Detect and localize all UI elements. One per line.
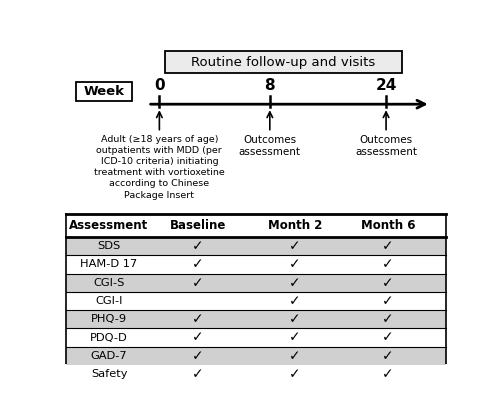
Text: 0: 0 — [154, 78, 164, 92]
Text: ✓: ✓ — [382, 349, 394, 363]
Text: ✓: ✓ — [382, 330, 394, 344]
Text: ✓: ✓ — [192, 367, 204, 381]
Bar — [66, 237, 446, 255]
Text: Month 2: Month 2 — [268, 219, 322, 232]
Text: HAM-D 17: HAM-D 17 — [80, 259, 138, 270]
Text: ✓: ✓ — [289, 276, 301, 290]
Text: ✓: ✓ — [382, 276, 394, 290]
Text: ✓: ✓ — [192, 258, 204, 272]
Text: ✓: ✓ — [289, 330, 301, 344]
Text: Week: Week — [84, 85, 124, 98]
Text: Outcomes
assessment: Outcomes assessment — [355, 135, 417, 157]
Text: Routine follow-up and visits: Routine follow-up and visits — [191, 56, 376, 69]
Text: ✓: ✓ — [289, 258, 301, 272]
Text: Baseline: Baseline — [170, 219, 226, 232]
Text: ✓: ✓ — [382, 367, 394, 381]
Text: Adult (≥18 years of age)
outpatients with MDD (per
ICD-10 criteria) initiating
t: Adult (≥18 years of age) outpatients wit… — [94, 135, 225, 200]
Text: ✓: ✓ — [382, 294, 394, 308]
Text: GAD-7: GAD-7 — [90, 351, 128, 361]
Text: CGI-I: CGI-I — [95, 296, 123, 306]
Text: Month 6: Month 6 — [361, 219, 415, 232]
Text: CGI-S: CGI-S — [94, 278, 124, 288]
Text: 24: 24 — [376, 78, 397, 92]
Text: 8: 8 — [264, 78, 275, 92]
Text: ✓: ✓ — [289, 349, 301, 363]
Text: SDS: SDS — [98, 241, 120, 251]
Text: Assessment: Assessment — [70, 219, 148, 232]
Text: PDQ-D: PDQ-D — [90, 333, 128, 343]
Text: ✓: ✓ — [192, 349, 204, 363]
Text: ✓: ✓ — [382, 258, 394, 272]
Text: ✓: ✓ — [289, 239, 301, 253]
Text: ✓: ✓ — [289, 294, 301, 308]
Bar — [66, 274, 446, 292]
Text: ✓: ✓ — [382, 312, 394, 326]
Text: ✓: ✓ — [192, 312, 204, 326]
Text: ✓: ✓ — [192, 239, 204, 253]
Bar — [66, 310, 446, 328]
Text: ✓: ✓ — [382, 239, 394, 253]
Text: Safety: Safety — [91, 369, 127, 379]
Bar — [66, 347, 446, 365]
Text: ✓: ✓ — [192, 330, 204, 344]
Text: ✓: ✓ — [289, 367, 301, 381]
FancyBboxPatch shape — [165, 51, 402, 73]
Text: PHQ-9: PHQ-9 — [91, 314, 127, 324]
FancyBboxPatch shape — [76, 81, 132, 101]
Text: Outcomes
assessment: Outcomes assessment — [239, 135, 301, 157]
Text: ✓: ✓ — [289, 312, 301, 326]
Text: ✓: ✓ — [192, 276, 204, 290]
